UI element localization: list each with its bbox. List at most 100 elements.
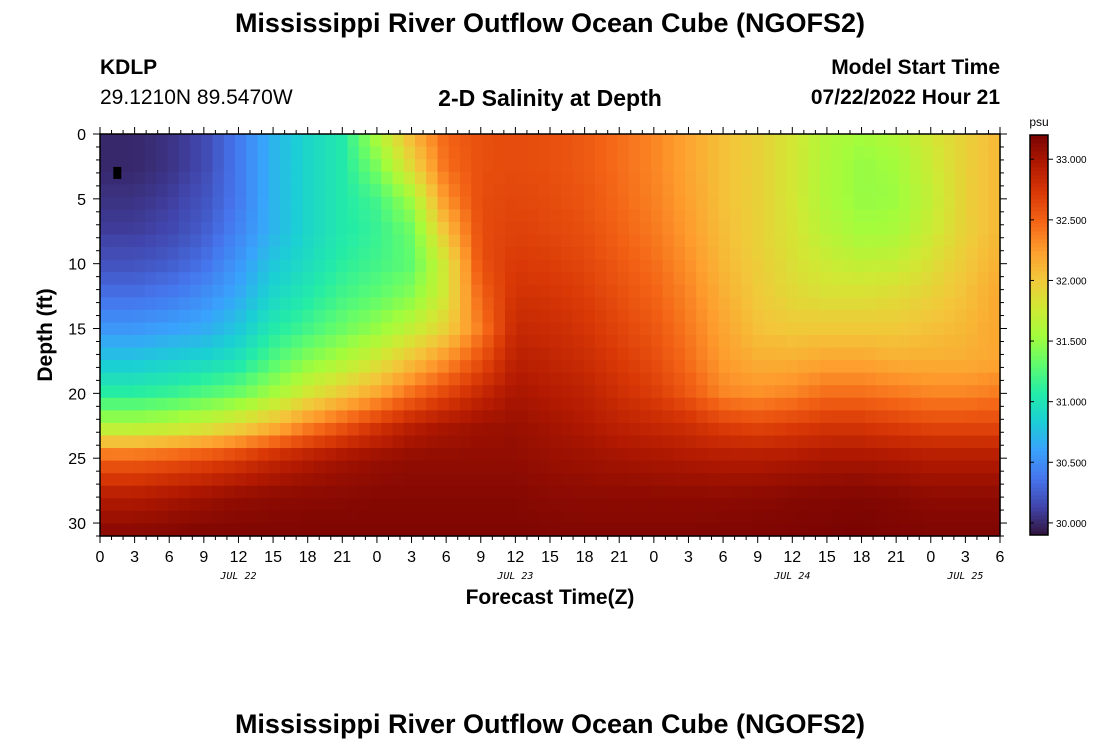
- heatmap-cell: [617, 209, 630, 223]
- heatmap-cell: [583, 448, 596, 462]
- heatmap-cell: [268, 272, 281, 286]
- heatmap-cell: [482, 523, 495, 537]
- heatmap-cell: [235, 397, 247, 411]
- heatmap-cell: [302, 498, 315, 512]
- heatmap-cell: [122, 385, 135, 399]
- heatmap-cell: [212, 410, 225, 424]
- heatmap-cell: [325, 460, 337, 474]
- heatmap-cell: [955, 498, 967, 512]
- heatmap-cell: [156, 372, 169, 386]
- heatmap-cell: [651, 297, 664, 311]
- heatmap-cell: [932, 410, 945, 424]
- heatmap-cell: [167, 460, 180, 474]
- heatmap-cell: [820, 448, 832, 462]
- heatmap-cell: [910, 309, 922, 324]
- heatmap-cell: [493, 247, 506, 261]
- heatmap-cell: [865, 410, 877, 424]
- heatmap-cell: [482, 372, 495, 386]
- heatmap-cell: [550, 309, 562, 324]
- heatmap-cell: [460, 322, 472, 336]
- heatmap-cell: [370, 422, 382, 437]
- heatmap-cell: [212, 498, 225, 512]
- heatmap-cell: [493, 523, 506, 537]
- heatmap-cell: [493, 347, 506, 361]
- heatmap-cell: [628, 347, 641, 361]
- heatmap-cell: [122, 146, 135, 160]
- heatmap-cell: [201, 234, 214, 248]
- heatmap-cell: [538, 234, 551, 248]
- heatmap-cell: [190, 284, 202, 298]
- heatmap-cell: [291, 322, 304, 336]
- heatmap-cell: [336, 335, 349, 349]
- heatmap-cell: [235, 422, 247, 437]
- heatmap-cell: [628, 171, 641, 185]
- heatmap-cell: [820, 372, 832, 386]
- colorbar-segment: [1030, 147, 1048, 152]
- heatmap-cell: [730, 272, 742, 286]
- heatmap-cell: [628, 397, 641, 411]
- heatmap-cell: [167, 397, 180, 411]
- station-depth-marker: [113, 166, 122, 179]
- heatmap-cell: [325, 335, 337, 349]
- heatmap-cell: [763, 347, 776, 361]
- heatmap-cell: [820, 309, 832, 324]
- heatmap-cell: [471, 448, 484, 462]
- heatmap-cell: [640, 284, 652, 298]
- heatmap-cell: [516, 284, 529, 298]
- heatmap-cell: [932, 460, 945, 474]
- heatmap-cell: [707, 146, 720, 160]
- heatmap-cell: [853, 284, 866, 298]
- heatmap-cell: [820, 146, 832, 160]
- heatmap-cell: [268, 234, 281, 248]
- heatmap-cell: [190, 335, 202, 349]
- heatmap-cell: [133, 347, 146, 361]
- heatmap-cell: [988, 196, 1001, 210]
- heatmap-cell: [325, 498, 337, 512]
- heatmap-cell: [741, 372, 754, 386]
- heatmap-cell: [178, 209, 191, 223]
- heatmap-cell: [865, 272, 877, 286]
- heatmap-cell: [246, 322, 259, 336]
- heatmap-cell: [156, 247, 169, 261]
- heatmap-cell: [921, 196, 934, 210]
- heatmap-cell: [921, 422, 934, 437]
- colorbar-segment: [1030, 243, 1048, 248]
- heatmap-cell: [280, 247, 292, 261]
- heatmap-cell: [336, 485, 349, 499]
- heatmap-cell: [235, 184, 247, 198]
- heatmap-cell: [133, 360, 146, 374]
- heatmap-cell: [347, 146, 360, 160]
- heatmap-cell: [718, 209, 731, 223]
- heatmap-cell: [966, 322, 979, 336]
- colorbar-segment: [1030, 523, 1048, 528]
- heatmap-cell: [831, 309, 844, 324]
- heatmap-cell: [673, 297, 686, 311]
- heatmap-cell: [730, 335, 742, 349]
- heatmap-cell: [876, 448, 889, 462]
- heatmap-cell: [538, 372, 551, 386]
- heatmap-cell: [932, 284, 945, 298]
- heatmap-cell: [640, 234, 652, 248]
- heatmap-cell: [291, 523, 304, 537]
- heatmap-cell: [538, 422, 551, 437]
- heatmap-cell: [280, 221, 292, 236]
- heatmap-cell: [572, 485, 585, 499]
- heatmap-cell: [122, 171, 135, 185]
- heatmap-cell: [538, 473, 551, 487]
- heatmap-cell: [820, 498, 832, 512]
- heatmap-cell: [943, 360, 956, 374]
- heatmap-cell: [696, 209, 709, 223]
- heatmap-cell: [707, 360, 720, 374]
- heatmap-cell: [201, 196, 214, 210]
- heatmap-cell: [505, 498, 517, 512]
- heatmap-cell: [268, 360, 281, 374]
- heatmap-cell: [831, 221, 844, 236]
- heatmap-cell: [392, 410, 405, 424]
- heatmap-cell: [257, 448, 270, 462]
- heatmap-cell: [280, 435, 292, 449]
- heatmap-cell: [696, 159, 709, 173]
- heatmap-cell: [898, 347, 911, 361]
- heatmap-cell: [223, 234, 236, 248]
- heatmap-cell: [257, 322, 270, 336]
- heatmap-cell: [111, 247, 124, 261]
